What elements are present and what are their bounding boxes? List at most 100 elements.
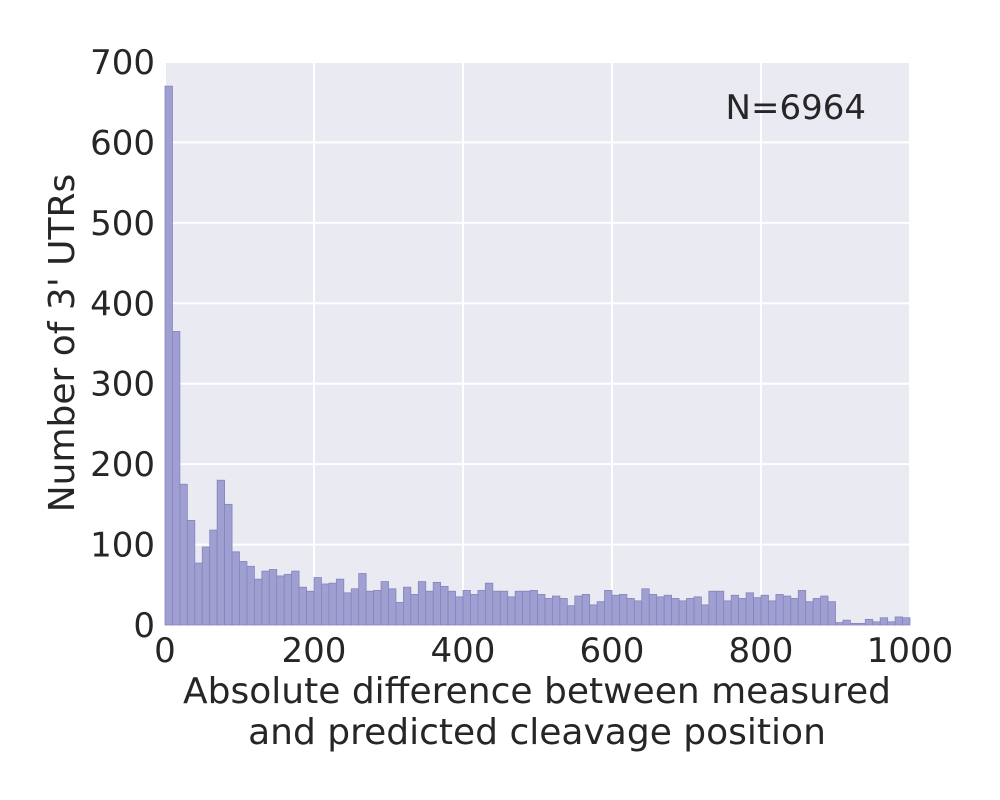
x-axis-label-line-2: and predicted cleavage position	[248, 712, 826, 753]
histogram-bar	[201, 546, 211, 626]
histogram-bar	[492, 590, 501, 626]
histogram-bar	[253, 578, 263, 626]
histogram-bar	[730, 594, 740, 626]
histogram-bar	[566, 605, 576, 626]
histogram-bar	[902, 617, 911, 626]
histogram-bar	[268, 569, 278, 626]
y-tick-label: 0	[133, 606, 155, 646]
y-tick-label: 200	[90, 445, 155, 485]
histogram-bar	[723, 600, 732, 626]
histogram-bar	[395, 602, 404, 626]
histogram-bar	[537, 594, 546, 626]
x-axis-label-line-1: Absolute difference between measured	[183, 671, 891, 712]
histogram-bar	[619, 594, 628, 626]
grid-lines	[164, 61, 911, 626]
histogram-bar	[611, 594, 620, 626]
histogram-bar	[261, 570, 270, 626]
sample-size-annotation: N=6964	[726, 88, 866, 128]
histogram-bar	[239, 561, 248, 626]
histogram-bar	[633, 600, 643, 626]
histogram-bar	[850, 622, 859, 626]
y-axis-label: Number of 3' UTRs	[42, 174, 83, 513]
histogram-bar	[365, 590, 374, 626]
histogram-bar	[782, 595, 792, 626]
histogram-bar	[373, 590, 382, 626]
x-tick-label: 800	[729, 631, 794, 671]
histogram-bar	[648, 594, 658, 626]
histogram-bar	[552, 595, 561, 626]
y-tick-labels: 0 100 200 300 400 500 600 700	[90, 43, 155, 646]
histogram-bar	[164, 85, 173, 626]
histogram-bar	[738, 598, 747, 626]
histogram-bar	[641, 588, 650, 626]
histogram-bar	[410, 594, 419, 626]
histogram-bar	[313, 577, 322, 626]
histogram-bar	[604, 590, 613, 626]
histogram-bar	[775, 594, 784, 626]
histogram-bar	[797, 590, 807, 626]
histogram-bar	[686, 598, 695, 626]
histogram-bar	[388, 588, 397, 626]
histogram-bar	[760, 594, 769, 626]
y-tick-label: 100	[90, 526, 155, 566]
x-tick-label: 1000	[867, 631, 954, 671]
x-tick-labels: 0 200 400 600 800 1000	[154, 631, 953, 671]
y-tick-label: 500	[90, 204, 155, 244]
histogram-bar	[417, 581, 427, 626]
histogram-bar	[298, 586, 307, 626]
histogram-bar	[484, 582, 494, 626]
histogram-bar	[574, 595, 583, 626]
histogram-bar	[514, 590, 524, 626]
histogram-bar	[872, 621, 881, 626]
histogram-bar	[291, 570, 300, 626]
x-tick-label: 200	[282, 631, 347, 671]
histogram-bar	[864, 618, 874, 626]
histogram-bar	[477, 590, 486, 626]
histogram-bar	[216, 479, 225, 626]
histogram-bar	[529, 590, 538, 626]
y-tick-label: 700	[90, 43, 155, 83]
y-tick-label: 600	[90, 123, 155, 163]
histogram-bar	[887, 621, 896, 626]
histogram-bar	[768, 600, 777, 626]
histogram-bar	[671, 598, 680, 626]
x-tick-label: 600	[580, 631, 645, 671]
y-tick-label: 300	[90, 365, 155, 405]
histogram-bar	[350, 588, 360, 626]
histogram-bar	[820, 595, 829, 626]
histogram-bar	[812, 598, 822, 626]
histogram-bar	[790, 598, 799, 626]
histogram-bar	[879, 617, 889, 626]
histogram-bar	[186, 520, 196, 626]
histogram-bar	[715, 590, 725, 626]
histogram-bar	[626, 598, 635, 626]
histogram-bar	[194, 562, 203, 626]
histogram-bar	[358, 573, 367, 626]
histogram-bar	[172, 331, 181, 626]
histogram-bar	[745, 592, 754, 626]
histogram-bar	[656, 596, 665, 626]
histogram-bar	[231, 551, 240, 626]
histogram-bar	[425, 590, 434, 626]
y-tick-label: 400	[90, 284, 155, 324]
histogram-bar	[544, 598, 553, 626]
histogram-bar	[440, 585, 449, 626]
histogram-bar	[276, 575, 285, 626]
x-tick-label: 0	[154, 631, 176, 671]
histogram-bar	[499, 590, 509, 626]
histogram-bar	[380, 581, 389, 626]
histogram-bar	[507, 596, 516, 626]
histogram-bar	[306, 590, 315, 626]
histogram-bar	[559, 598, 568, 626]
histogram-bar	[835, 622, 844, 626]
histogram-bar	[701, 604, 710, 626]
histogram-bar	[343, 592, 352, 626]
histogram-bar	[805, 601, 814, 626]
histogram-bar	[246, 565, 255, 626]
histogram-bar	[827, 601, 836, 626]
histogram-bar	[522, 590, 531, 626]
histogram-bar	[328, 582, 337, 626]
histogram-bar	[455, 596, 464, 626]
histogram-bar	[842, 619, 851, 626]
histogram-bars	[164, 85, 911, 626]
